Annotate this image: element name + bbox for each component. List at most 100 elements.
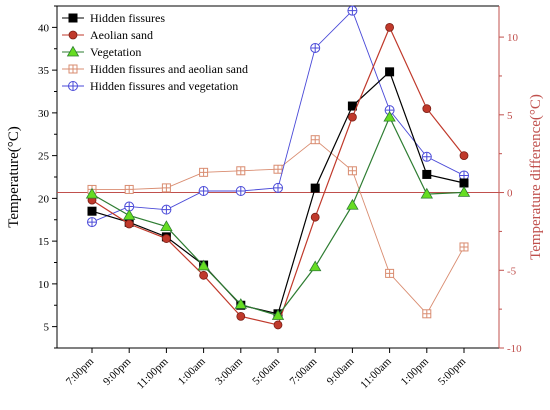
data-point: [347, 112, 357, 122]
data-point: [459, 151, 469, 161]
data-point: [199, 270, 209, 280]
y-right-tick-label: -5: [507, 265, 517, 277]
marker-cross: [125, 185, 134, 194]
data-point: [385, 268, 395, 278]
series-aeolian-sand: [87, 22, 469, 330]
legend-marker: [66, 45, 80, 57]
data-point: [346, 198, 359, 210]
y-axis-left-title: Temperature(°C): [6, 126, 22, 228]
x-tick-label: 3:00am: [213, 355, 245, 387]
data-point: [310, 212, 320, 222]
data-point: [273, 182, 283, 193]
x-tick-label: 7:00am: [288, 355, 320, 387]
data-point: [161, 234, 171, 243]
y-left-tick-label: 10: [38, 279, 50, 291]
data-point: [87, 206, 97, 216]
y-left-tick-label: 15: [38, 236, 50, 248]
legend: Hidden fissures Aeolian sand Vegetation Hid…: [62, 11, 248, 93]
legend-marker: [68, 81, 78, 91]
legend-item: Vegetation: [62, 45, 141, 59]
data-point: [422, 309, 432, 319]
data-point: [234, 298, 247, 309]
marker-cross: [236, 166, 245, 175]
marker-cross: [88, 218, 96, 227]
marker-cross: [385, 269, 394, 278]
x-tick-label: 11:00am: [358, 355, 394, 391]
data-point: [310, 42, 321, 53]
legend-label: Vegetation: [90, 45, 141, 59]
legend-label: Hidden fissures and aeolian sand: [90, 62, 248, 76]
x-tick-label: 7:00pm: [64, 355, 97, 388]
data-point: [197, 259, 210, 271]
marker-cross: [274, 165, 282, 174]
marker-cross: [236, 186, 245, 195]
legend-item: Hidden fissures and vegetation: [62, 79, 238, 93]
data-point: [160, 220, 173, 231]
marker-cross: [348, 6, 357, 15]
series-hidden-fissures-and-vegetation: [87, 5, 469, 228]
y-left-tick-label: 35: [38, 65, 50, 77]
data-point: [236, 311, 246, 321]
data-point: [459, 242, 469, 252]
legend-label: Hidden fissures and vegetation: [90, 79, 238, 93]
left-axis: 5 10 15 20 25 30 35 40: [38, 5, 57, 349]
data-point: [347, 5, 358, 16]
x-tick-label: 9:00am: [325, 355, 357, 387]
x-tick-label: 5:00am: [250, 355, 282, 387]
data-point: [310, 183, 320, 193]
data-point: [235, 185, 246, 196]
marker-cross: [199, 186, 208, 195]
marker-cross: [348, 166, 357, 175]
data-point: [385, 67, 395, 77]
right-axis: -10 -5 0 5 10: [499, 32, 522, 355]
x-tick-label: 5:00pm: [436, 355, 469, 388]
data-point: [421, 151, 432, 162]
y-left-tick-label: 20: [38, 193, 50, 205]
data-point: [124, 184, 134, 194]
marker-cross: [69, 65, 77, 73]
marker-cross: [311, 43, 320, 52]
data-point: [422, 104, 432, 113]
data-point: [459, 178, 469, 188]
data-point: [273, 320, 283, 330]
marker-cross: [422, 152, 431, 161]
marker-cross: [460, 242, 468, 251]
y-left-tick-label: 30: [38, 108, 50, 120]
data-point: [199, 167, 209, 177]
data-point: [198, 185, 209, 196]
x-tick-label: 1:00pm: [399, 355, 432, 388]
y-right-tick-label: 5: [507, 110, 513, 122]
legend-marker: [68, 30, 78, 40]
data-point: [383, 110, 396, 122]
y-right-tick-label: 10: [507, 32, 519, 44]
series-hidden-fissures-and-aeolian-sand: [87, 135, 469, 319]
marker-cross: [422, 309, 431, 318]
marker-cross: [162, 205, 171, 214]
data-point: [422, 169, 432, 179]
y-axis-right-title: Temperature difference(°C): [528, 94, 544, 260]
data-point: [385, 22, 395, 32]
x-tick-label: 11:00pm: [135, 355, 171, 391]
x-tick-label: 9:00pm: [101, 355, 134, 388]
series-group: [85, 5, 471, 330]
data-point: [161, 183, 171, 193]
y-right-tick-label: 0: [507, 188, 513, 200]
marker-cross: [311, 135, 320, 144]
marker-cross: [274, 183, 282, 192]
data-point: [87, 217, 97, 228]
data-point: [420, 187, 433, 199]
x-tick-label: 1:00am: [176, 355, 208, 387]
marker-cross: [460, 171, 468, 180]
y-right-tick-label: -10: [507, 343, 522, 355]
data-point: [85, 187, 99, 199]
data-point: [236, 166, 246, 176]
data-point: [273, 164, 283, 174]
legend-item: Hidden fissures: [62, 11, 165, 25]
data-point: [124, 219, 134, 229]
marker-cross: [162, 183, 171, 192]
y-left-tick-label: 25: [38, 151, 50, 163]
series-vegetation: [85, 110, 471, 320]
legend-item: Hidden fissures and aeolian sand: [62, 62, 248, 76]
